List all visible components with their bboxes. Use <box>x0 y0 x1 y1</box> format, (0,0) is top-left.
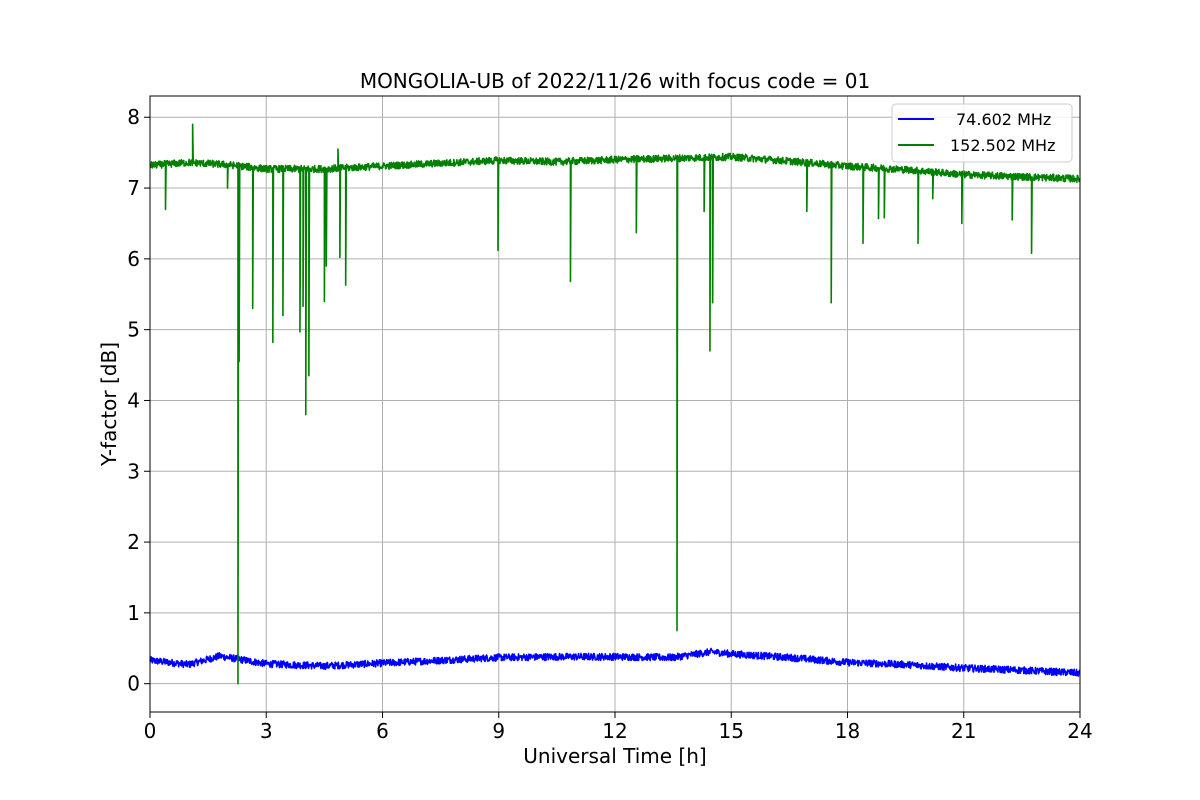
y-tick-label: 6 <box>127 247 140 271</box>
y-tick-label: 5 <box>127 318 140 342</box>
series-line-152-502-mhz <box>149 123 1081 685</box>
y-tick-label: 2 <box>127 530 140 554</box>
y-axis-label: Y-factor [dB] <box>97 342 121 467</box>
x-axis-label: Universal Time [h] <box>523 744 706 768</box>
y-tick-label: 1 <box>127 601 140 625</box>
plot-lines <box>149 123 1081 685</box>
x-tick-label: 0 <box>144 719 157 743</box>
x-tick-label: 24 <box>1067 719 1092 743</box>
legend-box <box>891 103 1073 163</box>
x-tick-label: 9 <box>492 719 505 743</box>
x-tick-label: 15 <box>719 719 744 743</box>
x-tick-label: 3 <box>260 719 273 743</box>
x-tick-label: 21 <box>951 719 976 743</box>
y-tick-label: 8 <box>127 105 140 129</box>
chart-title: MONGOLIA-UB of 2022/11/26 with focus cod… <box>360 69 870 93</box>
legend-label-74-602-mhz: 74.602 MHz <box>956 110 1051 129</box>
y-tick-label: 4 <box>127 388 140 412</box>
legend: 74.602 MHz 152.502 MHz <box>891 103 1073 163</box>
y-tick-label: 7 <box>127 176 140 200</box>
x-tick-label: 18 <box>835 719 860 743</box>
x-tick-label: 6 <box>376 719 389 743</box>
legend-label-152-502-mhz: 152.502 MHz <box>950 136 1055 155</box>
x-tick-label: 12 <box>602 719 627 743</box>
x-axis-ticks: 0 3 6 9 12 15 18 21 24 <box>144 712 1093 743</box>
series-line-74-602-mhz <box>149 647 1081 677</box>
y-axis-ticks: 0 1 2 3 4 5 6 7 8 <box>127 105 150 696</box>
y-tick-label: 3 <box>127 459 140 483</box>
y-tick-label: 0 <box>127 672 140 696</box>
